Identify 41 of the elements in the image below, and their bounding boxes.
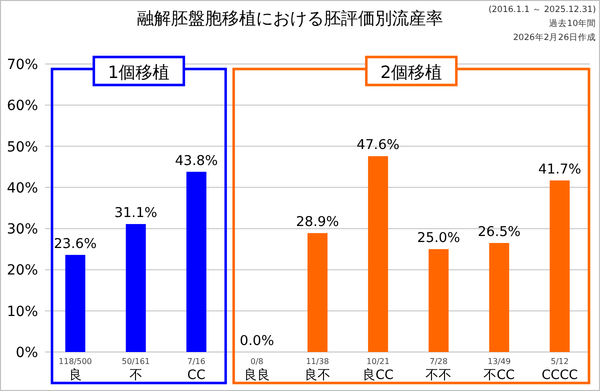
data-label: 31.1% <box>114 205 158 222</box>
annotation: 1個移植 <box>108 63 170 83</box>
y-tick-label: 30% <box>6 222 38 238</box>
annotation: 7/16 <box>187 357 206 366</box>
annotation: 5/12 <box>550 357 569 366</box>
text: 2026年2月26日作成 <box>513 32 596 43</box>
data-label: 0.0% <box>240 333 274 349</box>
y-tick-label: 70% <box>6 57 38 73</box>
annotation: 50/161 <box>122 357 150 366</box>
chart-title: 融解胚盤胞移植における胚評価別流産率 <box>137 9 443 29</box>
annotation: 0/8 <box>250 357 264 366</box>
x-tick-label: 不 <box>129 368 142 383</box>
y-tick-label: 20% <box>6 262 38 279</box>
x-tick-label: 良不 <box>304 368 330 383</box>
y-tick-label: 10% <box>6 304 38 320</box>
y-tick-label: 60% <box>6 98 38 114</box>
data-label: 41.7% <box>538 161 582 178</box>
data-label: 28.9% <box>296 214 340 230</box>
data-label: 26.5% <box>478 224 521 240</box>
x-tick-label: 良良 <box>244 368 270 383</box>
data-label: 25.0% <box>417 230 460 246</box>
x-tick-label: CC <box>187 368 206 383</box>
y-tick-label: 0% <box>16 345 38 361</box>
text: (2016.1.1 ～ 2025.12.31) <box>488 5 596 15</box>
data-label: 23.6% <box>54 236 97 252</box>
y-tick-label: 40% <box>6 180 38 196</box>
x-tick-label: 良 <box>68 368 82 383</box>
y-tick-label: 50% <box>6 139 38 156</box>
annotation: 11/38 <box>306 357 330 366</box>
data-label: 47.6% <box>356 137 400 154</box>
x-tick-label: 良CC <box>362 368 394 383</box>
annotation: 13/49 <box>488 357 511 366</box>
annotation: 7/28 <box>430 357 448 366</box>
x-tick-label: CCCC <box>542 368 578 383</box>
annotation: 118/500 <box>58 357 92 366</box>
annotation: 2個移植 <box>380 63 442 83</box>
x-tick-label: 不CC <box>484 368 515 383</box>
data-label: 43.8% <box>174 152 218 169</box>
x-tick-label: 不不 <box>426 368 452 383</box>
text: 過去10年間 <box>549 18 596 29</box>
annotation: 10/21 <box>366 357 390 366</box>
